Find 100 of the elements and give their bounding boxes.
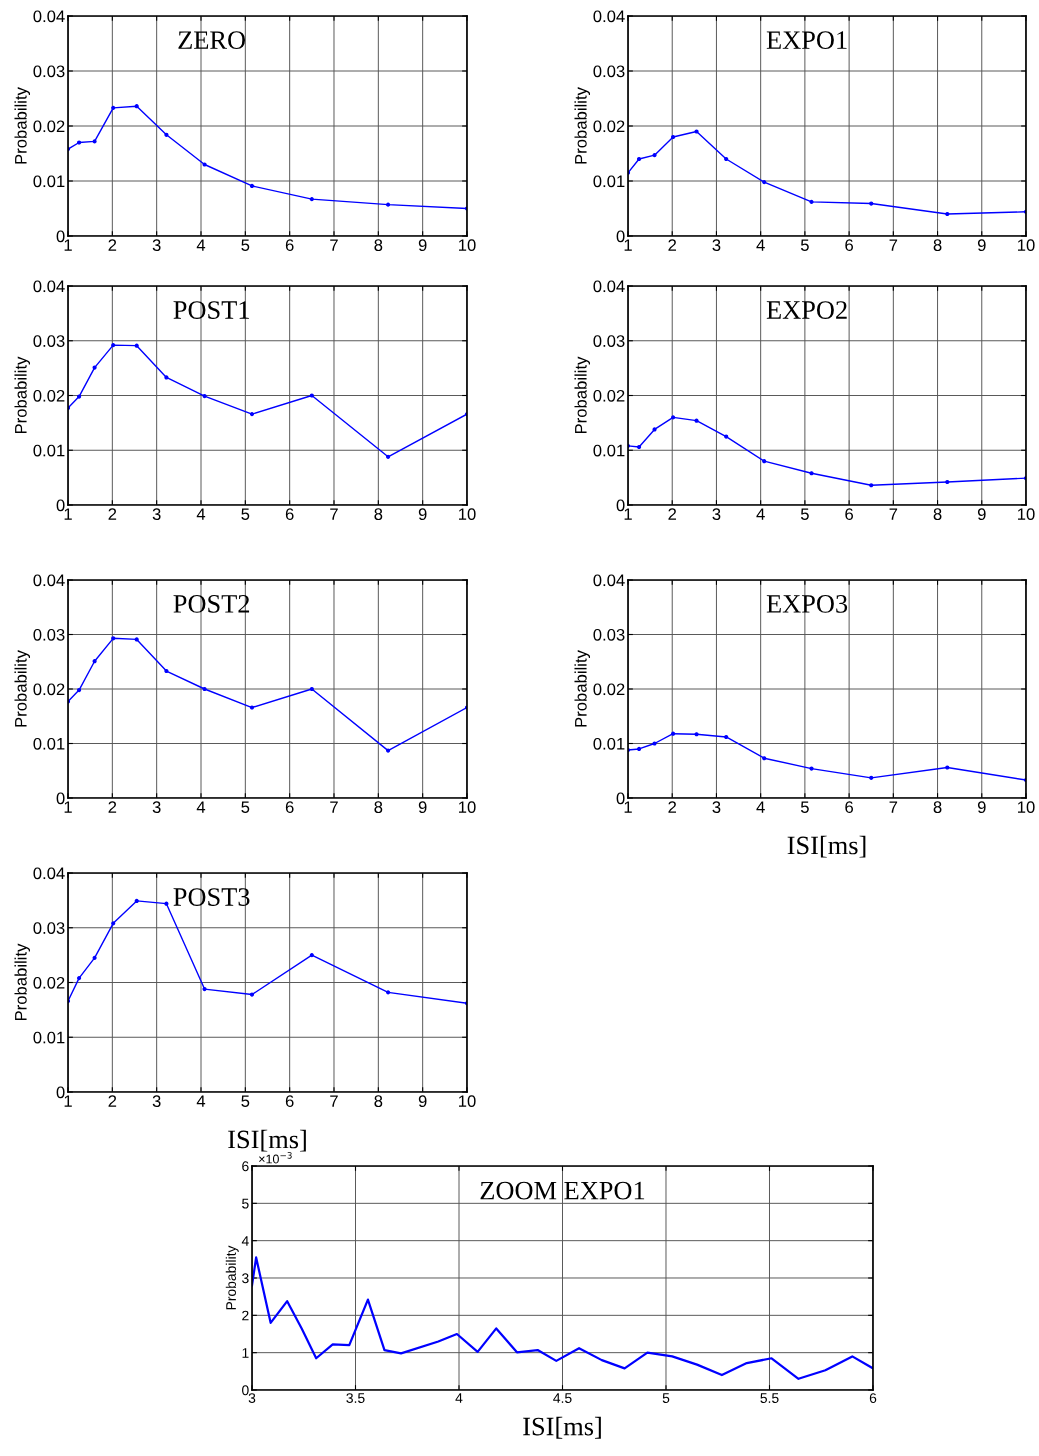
y-tick-label: 0 bbox=[56, 230, 65, 243]
y-axis-title: Probability bbox=[574, 650, 591, 727]
x-tick-label: 3 bbox=[152, 239, 161, 252]
y-axis-title: Probability bbox=[225, 1245, 239, 1310]
y-tick-label: 5 bbox=[242, 1198, 249, 1209]
x-tick-label: 3 bbox=[712, 801, 721, 814]
x-tick-label: 4 bbox=[756, 239, 765, 251]
y-tick-label: 0 bbox=[56, 792, 65, 805]
x-tick-label: 4 bbox=[756, 508, 765, 520]
x-tick-label: 7 bbox=[889, 239, 898, 251]
x-tick-label: 5.5 bbox=[760, 1393, 779, 1403]
x-tick-label: 6 bbox=[845, 508, 854, 521]
x-tick-label: 4 bbox=[756, 801, 765, 813]
x-tick-label: 8 bbox=[374, 239, 383, 252]
y-tick-label: 4 bbox=[241, 1236, 249, 1246]
y-tick-label: 0.01 bbox=[33, 1031, 65, 1044]
y-tick-label: 0.04 bbox=[593, 10, 625, 23]
x-tick-label: 10 bbox=[1018, 801, 1035, 814]
x-tick-label: 3 bbox=[712, 239, 721, 252]
x-tick-label: 5 bbox=[800, 508, 809, 521]
x-tick-label: 7 bbox=[889, 508, 898, 520]
chart-title: EXPO3 bbox=[766, 595, 848, 613]
x-tick-label: 8 bbox=[933, 508, 942, 521]
x-tick-label: 10 bbox=[459, 1095, 476, 1108]
y-tick-label: 0.04 bbox=[33, 280, 65, 293]
x-tick-label: 4.5 bbox=[553, 1393, 572, 1403]
y-tick-label: 0.02 bbox=[33, 120, 65, 133]
chart-title: ZOOM EXPO1 bbox=[480, 1181, 645, 1200]
chart-title: EXPO2 bbox=[766, 301, 847, 319]
x-tick-label: 5 bbox=[662, 1393, 670, 1403]
x-tick-label: 4 bbox=[196, 1095, 206, 1107]
x-tick-label: 5 bbox=[800, 801, 809, 814]
y-tick-label: 0.01 bbox=[33, 175, 65, 188]
y-tick-label: 0.03 bbox=[593, 335, 625, 347]
x-tick-label: 8 bbox=[933, 239, 942, 252]
y-tick-label: 0.01 bbox=[593, 737, 625, 750]
x-tick-label: 4 bbox=[196, 508, 206, 520]
chart-title: POST1 bbox=[173, 301, 249, 319]
y-tick-label: 0.01 bbox=[33, 737, 65, 750]
y-tick-label: 0.04 bbox=[593, 574, 625, 587]
y-tick-label: 0.02 bbox=[593, 120, 625, 133]
y-tick-label: 0.03 bbox=[33, 628, 65, 641]
y-tick-label: 0.03 bbox=[33, 335, 65, 347]
chart-title: POST3 bbox=[173, 888, 250, 906]
y-tick-label: 0.03 bbox=[33, 922, 65, 934]
y-tick-label: 0.04 bbox=[33, 867, 65, 880]
x-tick-label: 7 bbox=[330, 801, 338, 813]
x-tick-label: 3 bbox=[712, 508, 721, 521]
x-tick-label: 4 bbox=[196, 239, 206, 251]
y-axis-title: Probability bbox=[574, 356, 591, 434]
x-tick-label: 9 bbox=[977, 508, 986, 521]
x-tick-label: 5 bbox=[800, 239, 809, 252]
x-tick-label: 10 bbox=[459, 801, 476, 814]
x-tick-label: 9 bbox=[418, 508, 427, 521]
y-tick-label: 0 bbox=[616, 499, 625, 512]
y-axis-title: Probability bbox=[574, 87, 591, 164]
y-axis-title: Probability bbox=[14, 356, 31, 434]
y-tick-label: 0.02 bbox=[593, 683, 625, 696]
x-tick-label: 6 bbox=[845, 239, 854, 252]
y-tick-label: 6 bbox=[242, 1161, 249, 1172]
y-tick-label: 0.01 bbox=[593, 444, 625, 457]
x-tick-label: 6 bbox=[285, 1095, 294, 1108]
x-tick-label: 2 bbox=[108, 801, 117, 813]
x-tick-label: 2 bbox=[108, 508, 117, 520]
y-axis-title: Probability bbox=[14, 650, 31, 727]
y-tick-label: 0.01 bbox=[33, 444, 65, 457]
y-tick-label: 0.02 bbox=[33, 976, 65, 989]
x-tick-label: 6 bbox=[869, 1393, 877, 1403]
y-tick-label: 0.04 bbox=[33, 10, 65, 23]
x-tick-label: 9 bbox=[418, 239, 427, 252]
y-tick-label: 0 bbox=[616, 792, 625, 805]
x-tick-label: 7 bbox=[889, 801, 898, 813]
x-tick-label: 2 bbox=[668, 239, 677, 251]
x-tick-label: 3 bbox=[152, 801, 161, 814]
y-tick-label: 0.03 bbox=[593, 65, 625, 78]
x-tick-label: 6 bbox=[285, 801, 294, 814]
y-tick-label: 0 bbox=[242, 1385, 249, 1396]
x-tick-label: 6 bbox=[285, 239, 294, 252]
x-tick-label: 4 bbox=[455, 1393, 463, 1403]
y-tick-label: 0.03 bbox=[33, 65, 65, 78]
x-tick-label: 10 bbox=[459, 239, 476, 252]
x-tick-label: 4 bbox=[196, 801, 206, 813]
x-tick-label: 10 bbox=[459, 508, 476, 521]
y-tick-label: 0 bbox=[56, 1086, 65, 1099]
x-axis-title: ISI[ms] bbox=[523, 1416, 601, 1439]
x-tick-label: 6 bbox=[285, 508, 294, 521]
x-tick-label: 3 bbox=[152, 508, 161, 521]
x-tick-label: 2 bbox=[668, 508, 677, 520]
y-tick-label: 0.01 bbox=[593, 175, 625, 188]
x-tick-label: 10 bbox=[1018, 239, 1035, 252]
x-tick-label: 7 bbox=[330, 239, 338, 251]
x-tick-label: 9 bbox=[977, 239, 986, 252]
y-tick-label: 0 bbox=[56, 499, 65, 512]
x-tick-label: 9 bbox=[418, 1095, 427, 1108]
x-tick-label: 8 bbox=[374, 801, 383, 814]
y-tick-label: 1 bbox=[242, 1348, 249, 1358]
y-tick-label: 0.03 bbox=[593, 628, 625, 641]
chart-title: ZERO bbox=[178, 31, 246, 50]
y-axis-title: Probability bbox=[14, 943, 31, 1021]
x-axis-title: ISI[ms] bbox=[787, 835, 866, 858]
